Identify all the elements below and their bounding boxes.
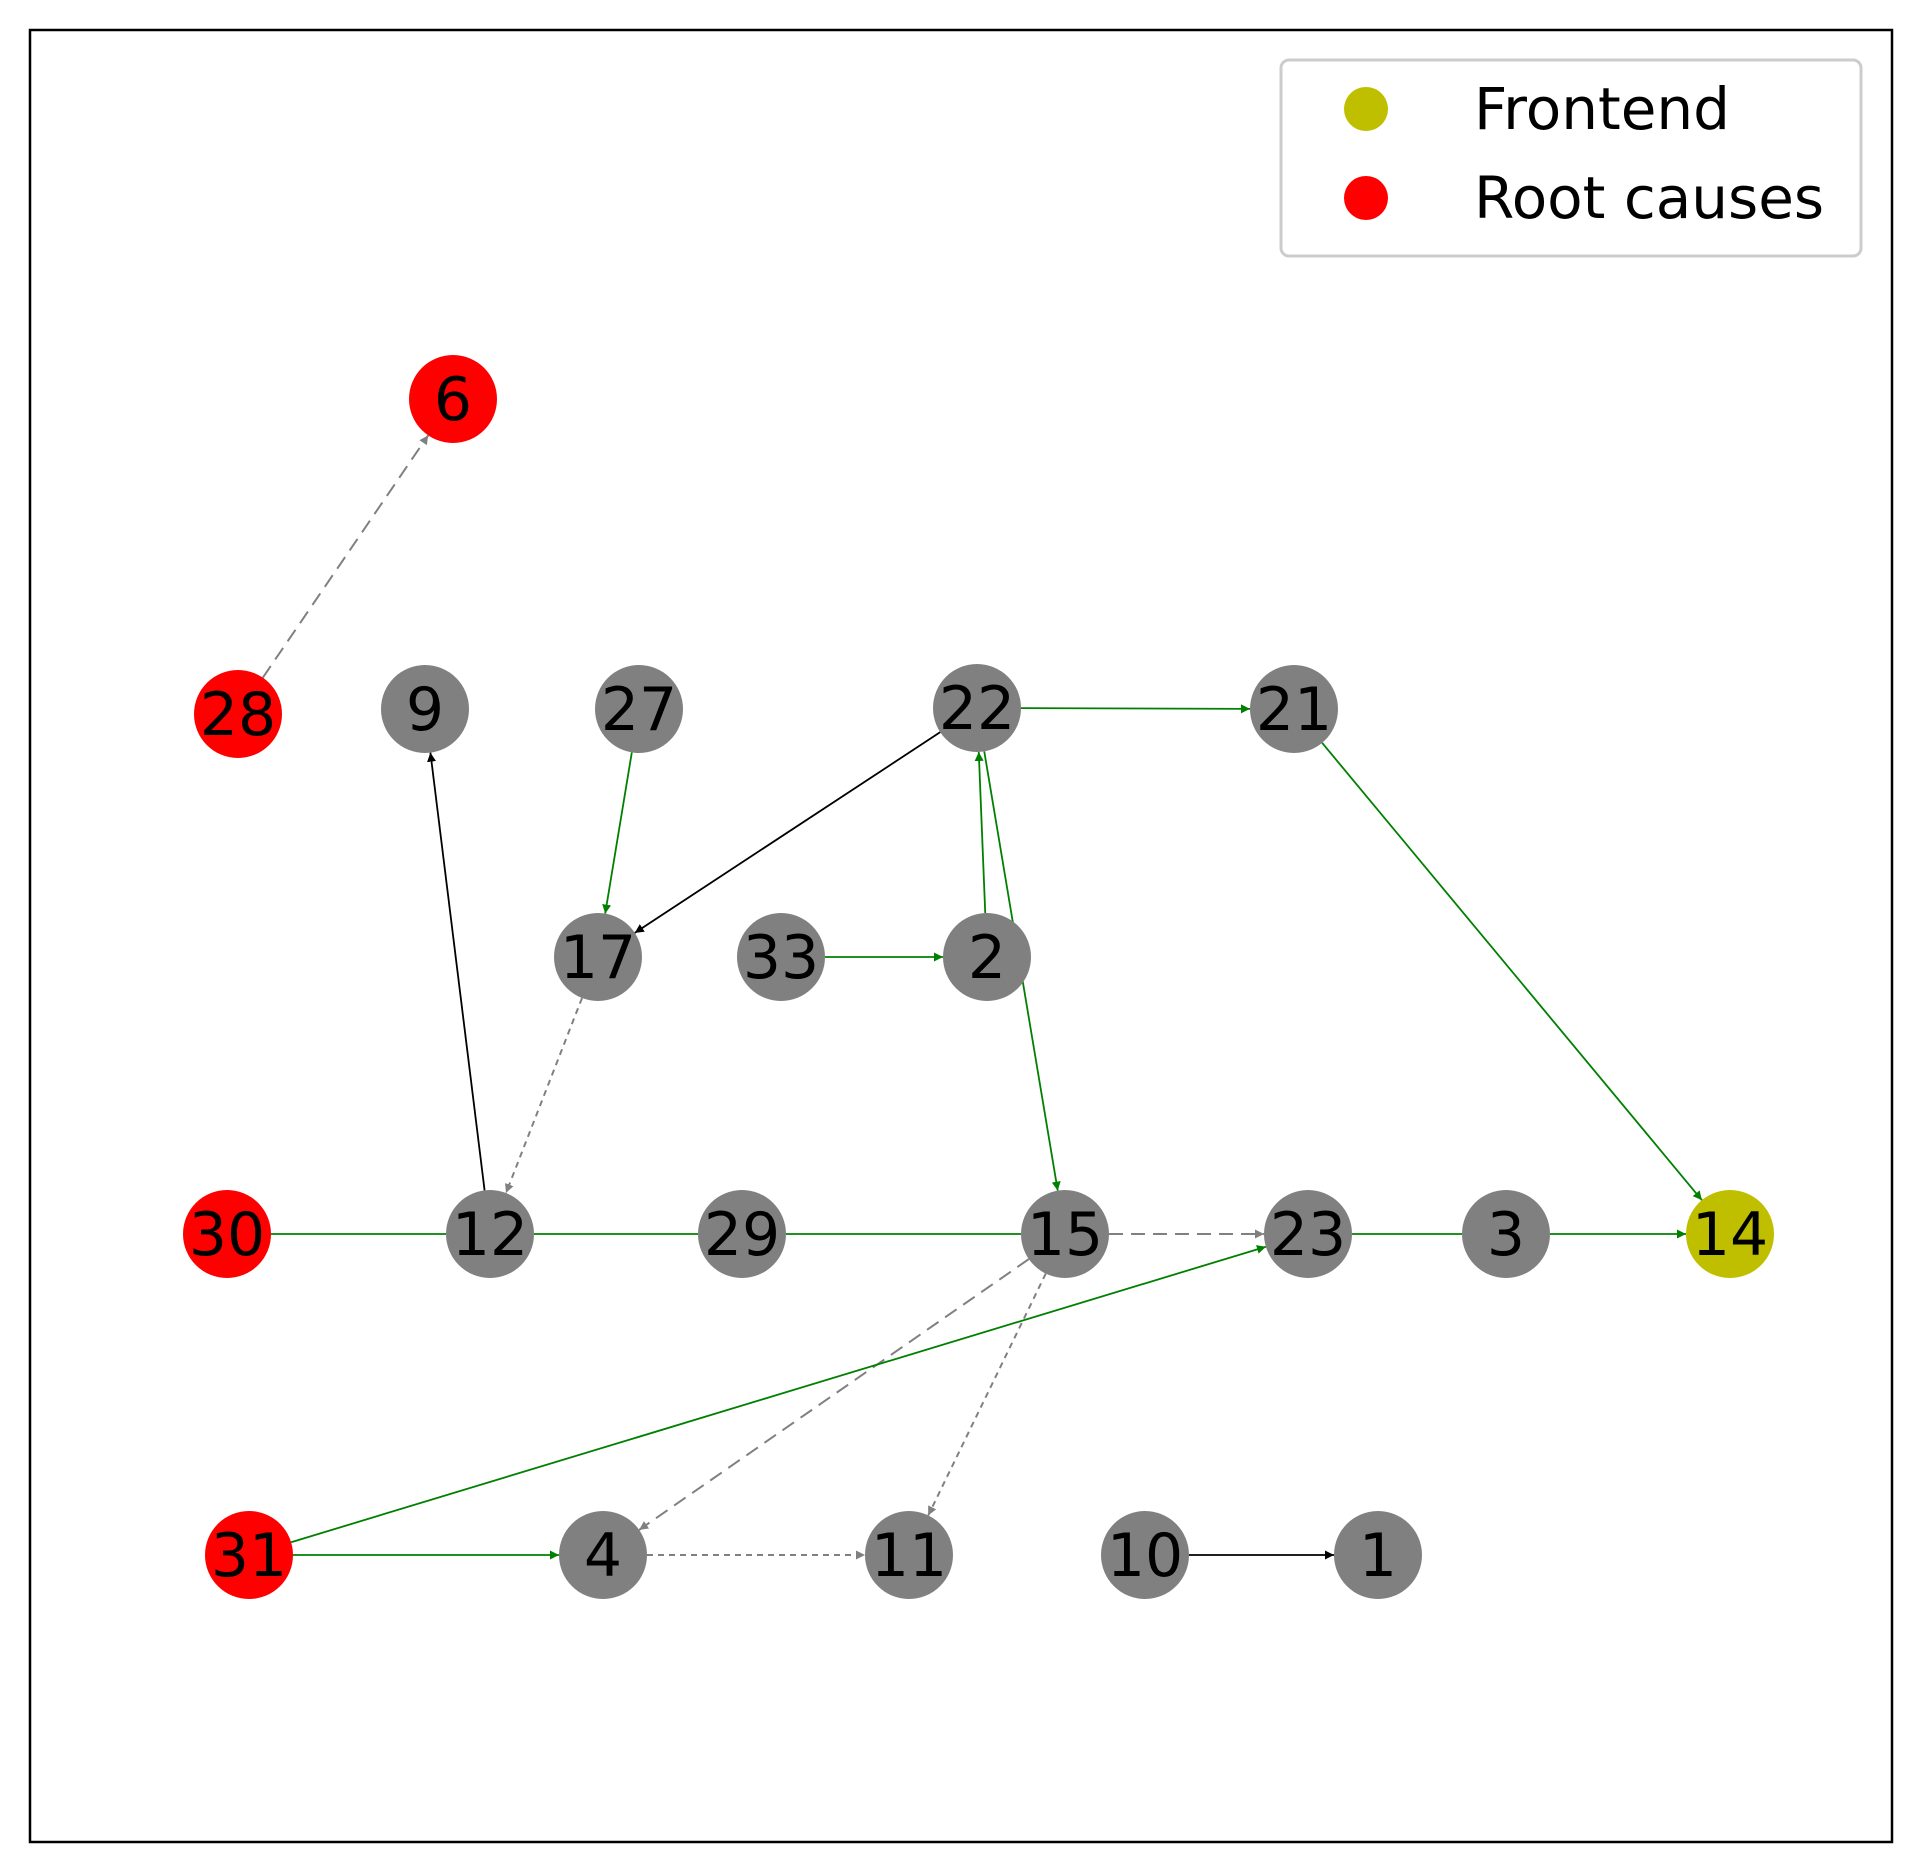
node-label-30: 30: [189, 1200, 265, 1270]
node-label-33: 33: [743, 923, 819, 993]
node-circle-28: [194, 670, 282, 758]
edge-15-to-4: [638, 1258, 1030, 1531]
node-4: 4: [559, 1511, 647, 1599]
edge-15-to-11: [927, 1273, 1047, 1516]
node-label-12: 12: [452, 1200, 528, 1270]
node-circle-27: [595, 665, 683, 753]
node-label-22: 22: [939, 674, 1015, 744]
edge-21-to-14: [1321, 742, 1703, 1201]
node-22: 22: [933, 664, 1021, 752]
edge-12-to-9: [427, 752, 486, 1191]
node-30: 30: [183, 1190, 271, 1278]
node-circle-22: [933, 664, 1021, 752]
edge-28-to-6: [261, 434, 430, 679]
node-9: 9: [381, 665, 469, 753]
node-circle-4: [559, 1511, 647, 1599]
node-circle-14: [1686, 1190, 1774, 1278]
legend-label-root-causes: Root causes: [1474, 164, 1824, 232]
node-label-28: 28: [200, 680, 276, 750]
node-label-10: 10: [1107, 1521, 1183, 1591]
node-11: 11: [865, 1511, 953, 1599]
node-27: 27: [595, 665, 683, 753]
node-circle-15: [1021, 1190, 1109, 1278]
node-label-2: 2: [968, 923, 1006, 993]
node-31: 31: [205, 1511, 293, 1599]
node-21: 21: [1250, 665, 1338, 753]
legend-label-frontend: Frontend: [1474, 75, 1730, 143]
node-circle-3: [1462, 1190, 1550, 1278]
node-circle-31: [205, 1511, 293, 1599]
legend-marker-frontend: [1344, 87, 1388, 131]
edge-31-to-23: [290, 1245, 1267, 1544]
node-2: 2: [943, 913, 1031, 1001]
node-label-1: 1: [1359, 1521, 1397, 1591]
node-circle-9: [381, 665, 469, 753]
node-circle-12: [446, 1190, 534, 1278]
node-circle-1: [1334, 1511, 1422, 1599]
edge-27-to-17: [602, 752, 633, 914]
node-circle-6: [409, 355, 497, 443]
node-15: 15: [1021, 1190, 1109, 1278]
node-33: 33: [737, 913, 825, 1001]
node-circle-2: [943, 913, 1031, 1001]
node-circle-23: [1264, 1190, 1352, 1278]
node-3: 3: [1462, 1190, 1550, 1278]
node-label-29: 29: [704, 1200, 780, 1270]
node-label-23: 23: [1270, 1200, 1346, 1270]
node-label-14: 14: [1692, 1200, 1768, 1270]
node-label-31: 31: [211, 1521, 287, 1591]
node-23: 23: [1264, 1190, 1352, 1278]
edge-22-to-21: [1020, 704, 1251, 714]
node-28: 28: [194, 670, 282, 758]
legend: Frontend Root causes: [1279, 58, 1863, 258]
node-circle-10: [1101, 1511, 1189, 1599]
node-label-3: 3: [1487, 1200, 1525, 1270]
node-label-6: 6: [434, 365, 472, 435]
node-label-15: 15: [1027, 1200, 1103, 1270]
node-circle-21: [1250, 665, 1338, 753]
node-label-11: 11: [871, 1521, 947, 1591]
node-label-21: 21: [1256, 675, 1332, 745]
node-circle-33: [737, 913, 825, 1001]
node-circle-29: [698, 1190, 786, 1278]
node-6: 6: [409, 355, 497, 443]
node-29: 29: [698, 1190, 786, 1278]
legend-box: [1279, 58, 1863, 258]
edges-layer: [261, 434, 1703, 1560]
node-circle-11: [865, 1511, 953, 1599]
edge-17-to-12: [505, 997, 583, 1194]
edge-2-to-22: [974, 751, 987, 914]
node-1: 1: [1334, 1511, 1422, 1599]
node-17: 17: [554, 913, 642, 1001]
node-12: 12: [446, 1190, 534, 1278]
edge-22-to-17: [634, 731, 941, 934]
node-label-27: 27: [601, 675, 677, 745]
node-10: 10: [1101, 1511, 1189, 1599]
node-label-9: 9: [406, 675, 444, 745]
legend-marker-root-causes: [1344, 176, 1388, 220]
node-circle-17: [554, 913, 642, 1001]
node-label-17: 17: [560, 923, 636, 993]
node-circle-30: [183, 1190, 271, 1278]
node-label-4: 4: [584, 1521, 622, 1591]
node-14: 14: [1686, 1190, 1774, 1278]
